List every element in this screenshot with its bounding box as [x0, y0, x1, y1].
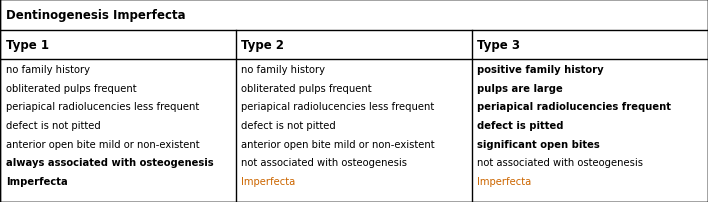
Text: periapical radiolucencies frequent: periapical radiolucencies frequent	[477, 102, 671, 112]
Text: not associated with osteogenesis: not associated with osteogenesis	[477, 158, 643, 167]
Text: Imperfecta: Imperfecta	[241, 176, 296, 186]
Text: obliterated pulps frequent: obliterated pulps frequent	[6, 83, 136, 93]
Text: Type 1: Type 1	[6, 39, 49, 52]
Text: Dentinogenesis Imperfecta: Dentinogenesis Imperfecta	[6, 9, 185, 22]
Text: always associated with osteogenesis: always associated with osteogenesis	[6, 158, 213, 167]
Text: anterior open bite mild or non-existent: anterior open bite mild or non-existent	[241, 139, 435, 149]
Text: anterior open bite mild or non-existent: anterior open bite mild or non-existent	[6, 139, 199, 149]
Text: significant open bites: significant open bites	[477, 139, 600, 149]
Text: Type 2: Type 2	[241, 39, 285, 52]
Text: obliterated pulps frequent: obliterated pulps frequent	[241, 83, 372, 93]
Text: Type 3: Type 3	[477, 39, 520, 52]
Text: defect is not pitted: defect is not pitted	[241, 120, 336, 130]
Text: positive family history: positive family history	[477, 65, 604, 75]
Text: no family history: no family history	[6, 65, 90, 75]
Text: defect is not pitted: defect is not pitted	[6, 120, 101, 130]
Text: Imperfecta: Imperfecta	[6, 176, 67, 186]
Text: periapical radiolucencies less frequent: periapical radiolucencies less frequent	[6, 102, 199, 112]
Text: Imperfecta: Imperfecta	[477, 176, 532, 186]
Text: pulps are large: pulps are large	[477, 83, 563, 93]
Text: defect is pitted: defect is pitted	[477, 120, 564, 130]
Text: periapical radiolucencies less frequent: periapical radiolucencies less frequent	[241, 102, 435, 112]
Text: no family history: no family history	[241, 65, 326, 75]
Text: not associated with osteogenesis: not associated with osteogenesis	[241, 158, 407, 167]
